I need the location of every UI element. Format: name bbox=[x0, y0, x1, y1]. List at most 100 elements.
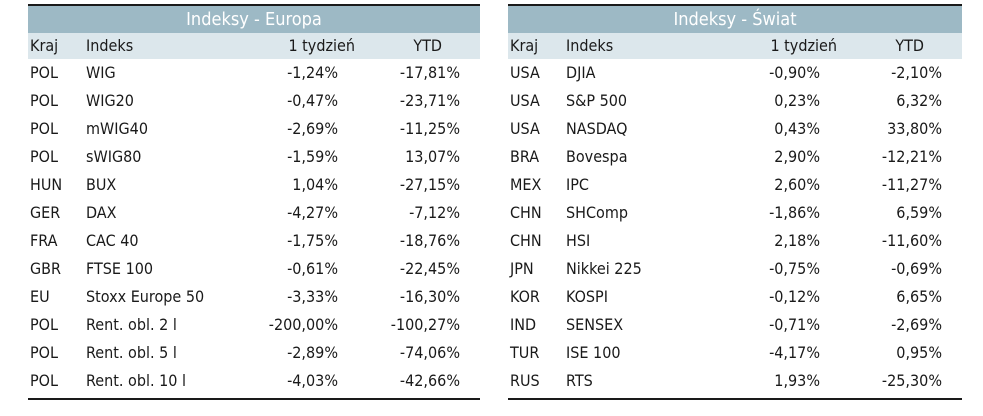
table-row: USA DJIA -0,90% -2,10% bbox=[508, 59, 962, 87]
cell-indeks: Bovespa bbox=[566, 147, 628, 166]
cell-1-tydzien: -4,27% bbox=[287, 203, 338, 222]
cell-kraj: CHN bbox=[510, 203, 542, 222]
cell-ytd: -2,69% bbox=[891, 315, 942, 334]
cell-indeks: NASDAQ bbox=[566, 119, 628, 138]
cell-kraj: POL bbox=[30, 147, 59, 166]
cell-ytd: -18,76% bbox=[399, 231, 460, 250]
cell-kraj: POL bbox=[30, 343, 59, 362]
cell-ytd: -0,69% bbox=[891, 259, 942, 278]
table-body: POL WIG -1,24% -17,81% POL WIG20 -0,47% -23,71%… bbox=[28, 59, 480, 395]
cell-1-tydzien: -4,03% bbox=[287, 371, 338, 390]
cell-ytd: -22,45% bbox=[399, 259, 460, 278]
cell-ytd: -11,60% bbox=[881, 231, 942, 250]
cell-1-tydzien: -0,71% bbox=[769, 315, 820, 334]
cell-kraj: BRA bbox=[510, 147, 540, 166]
col-header-1-tydzien: 1 tydzień bbox=[288, 36, 355, 55]
europe-indices-table: Indeksy - Europa Kraj Indeks 1 tydzień Y… bbox=[28, 4, 480, 400]
cell-1-tydzien: -2,69% bbox=[287, 119, 338, 138]
cell-1-tydzien: -0,61% bbox=[287, 259, 338, 278]
cell-indeks: BUX bbox=[86, 175, 117, 194]
cell-kraj: POL bbox=[30, 91, 59, 110]
header-row: Kraj Indeks 1 tydzień YTD bbox=[28, 33, 480, 59]
cell-ytd: -17,81% bbox=[399, 63, 460, 82]
cell-1-tydzien: -1,59% bbox=[287, 147, 338, 166]
cell-1-tydzien: 1,04% bbox=[292, 175, 338, 194]
table-row: CHN HSI 2,18% -11,60% bbox=[508, 227, 962, 255]
table-row: IND SENSEX -0,71% -2,69% bbox=[508, 311, 962, 339]
cell-ytd: 6,32% bbox=[896, 91, 942, 110]
cell-indeks: RTS bbox=[566, 371, 593, 390]
cell-1-tydzien: -0,12% bbox=[769, 287, 820, 306]
cell-kraj: FRA bbox=[30, 231, 58, 250]
cell-indeks: CAC 40 bbox=[86, 231, 139, 250]
table-row: CHN SHComp -1,86% 6,59% bbox=[508, 199, 962, 227]
cell-1-tydzien: 2,60% bbox=[774, 175, 820, 194]
cell-indeks: SENSEX bbox=[566, 315, 624, 334]
table-body: USA DJIA -0,90% -2,10% USA S&P 500 0,23% 6,32% U… bbox=[508, 59, 962, 395]
top-rule bbox=[508, 4, 962, 6]
cell-kraj: TUR bbox=[510, 343, 540, 362]
table-row: TUR ISE 100 -4,17% 0,95% bbox=[508, 339, 962, 367]
table-title: Indeksy - Europa bbox=[28, 6, 480, 33]
cell-ytd: 0,95% bbox=[896, 343, 942, 362]
cell-indeks: IPC bbox=[566, 175, 589, 194]
cell-kraj: GBR bbox=[30, 259, 62, 278]
cell-kraj: POL bbox=[30, 315, 59, 334]
cell-kraj: MEX bbox=[510, 175, 542, 194]
cell-ytd: -11,27% bbox=[881, 175, 942, 194]
cell-indeks: ISE 100 bbox=[566, 343, 621, 362]
cell-1-tydzien: -4,17% bbox=[769, 343, 820, 362]
cell-1-tydzien: 0,23% bbox=[774, 91, 820, 110]
cell-kraj: USA bbox=[510, 63, 540, 82]
cell-1-tydzien: 2,18% bbox=[774, 231, 820, 250]
cell-indeks: Rent. obl. 5 l bbox=[86, 343, 177, 362]
cell-indeks: WIG bbox=[86, 63, 116, 82]
cell-kraj: POL bbox=[30, 63, 59, 82]
cell-kraj: IND bbox=[510, 315, 537, 334]
world-indices-table: Indeksy - Świat Kraj Indeks 1 tydzień YT… bbox=[508, 4, 962, 400]
table-row: POL mWIG40 -2,69% -11,25% bbox=[28, 115, 480, 143]
cell-ytd: 6,59% bbox=[896, 203, 942, 222]
cell-kraj: USA bbox=[510, 91, 540, 110]
col-header-1-tydzien: 1 tydzień bbox=[770, 36, 837, 55]
cell-indeks: SHComp bbox=[566, 203, 628, 222]
table-row: POL Rent. obl. 5 l -2,89% -74,06% bbox=[28, 339, 480, 367]
cell-1-tydzien: -1,86% bbox=[769, 203, 820, 222]
cell-indeks: DAX bbox=[86, 203, 117, 222]
table-row: HUN BUX 1,04% -27,15% bbox=[28, 171, 480, 199]
cell-kraj: USA bbox=[510, 119, 540, 138]
cell-ytd: -74,06% bbox=[399, 343, 460, 362]
table-row: MEX IPC 2,60% -11,27% bbox=[508, 171, 962, 199]
cell-1-tydzien: -0,75% bbox=[769, 259, 820, 278]
table-row: USA S&P 500 0,23% 6,32% bbox=[508, 87, 962, 115]
table-row: USA NASDAQ 0,43% 33,80% bbox=[508, 115, 962, 143]
cell-1-tydzien: 0,43% bbox=[774, 119, 820, 138]
cell-1-tydzien: -0,47% bbox=[287, 91, 338, 110]
cell-ytd: -23,71% bbox=[399, 91, 460, 110]
header-row: Kraj Indeks 1 tydzień YTD bbox=[508, 33, 962, 59]
cell-kraj: POL bbox=[30, 371, 59, 390]
table-row: POL WIG -1,24% -17,81% bbox=[28, 59, 480, 87]
table-row: RUS RTS 1,93% -25,30% bbox=[508, 367, 962, 395]
cell-ytd: 13,07% bbox=[405, 147, 460, 166]
cell-indeks: S&P 500 bbox=[566, 91, 628, 110]
cell-ytd: -42,66% bbox=[399, 371, 460, 390]
top-rule bbox=[28, 4, 480, 6]
col-header-kraj: Kraj bbox=[30, 36, 59, 55]
cell-indeks: HSI bbox=[566, 231, 591, 250]
cell-1-tydzien: -1,24% bbox=[287, 63, 338, 82]
cell-indeks: Stoxx Europe 50 bbox=[86, 287, 205, 306]
cell-ytd: -100,27% bbox=[390, 315, 460, 334]
cell-ytd: 6,65% bbox=[896, 287, 942, 306]
cell-ytd: -11,25% bbox=[399, 119, 460, 138]
cell-1-tydzien: -3,33% bbox=[287, 287, 338, 306]
cell-indeks: DJIA bbox=[566, 63, 596, 82]
cell-1-tydzien: 2,90% bbox=[774, 147, 820, 166]
cell-ytd: -27,15% bbox=[399, 175, 460, 194]
cell-kraj: CHN bbox=[510, 231, 542, 250]
table-row: POL sWIG80 -1,59% 13,07% bbox=[28, 143, 480, 171]
cell-1-tydzien: 1,93% bbox=[774, 371, 820, 390]
cell-kraj: GER bbox=[30, 203, 61, 222]
col-header-indeks: Indeks bbox=[86, 36, 134, 55]
table-row: JPN Nikkei 225 -0,75% -0,69% bbox=[508, 255, 962, 283]
